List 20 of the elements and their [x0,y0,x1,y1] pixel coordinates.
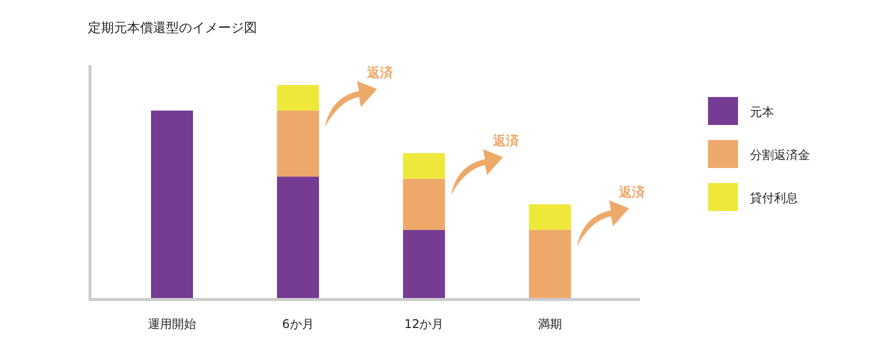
legend-label: 元本 [750,105,774,119]
bar [151,110,193,298]
x-tick-label: 12か月 [404,317,444,331]
x-tick-label: 6か月 [282,317,314,331]
annotation: 返済 [618,184,646,200]
bar [403,178,445,230]
x-tick-label: 満期 [538,317,562,331]
chart-title: 定期元本償還型のイメージ図 [88,21,257,36]
bar [277,176,319,298]
bar [277,85,319,111]
x-tick-label: 運用開始 [148,317,196,331]
bar [403,230,445,298]
legend-label: 分割返済金 [750,148,810,162]
text: 返済 [366,65,394,81]
legend-label: 貸付利息 [750,191,798,205]
bar [403,153,445,179]
bar [529,230,571,298]
annotation: 返済 [492,133,520,150]
bar [529,204,571,230]
bar [277,110,319,177]
